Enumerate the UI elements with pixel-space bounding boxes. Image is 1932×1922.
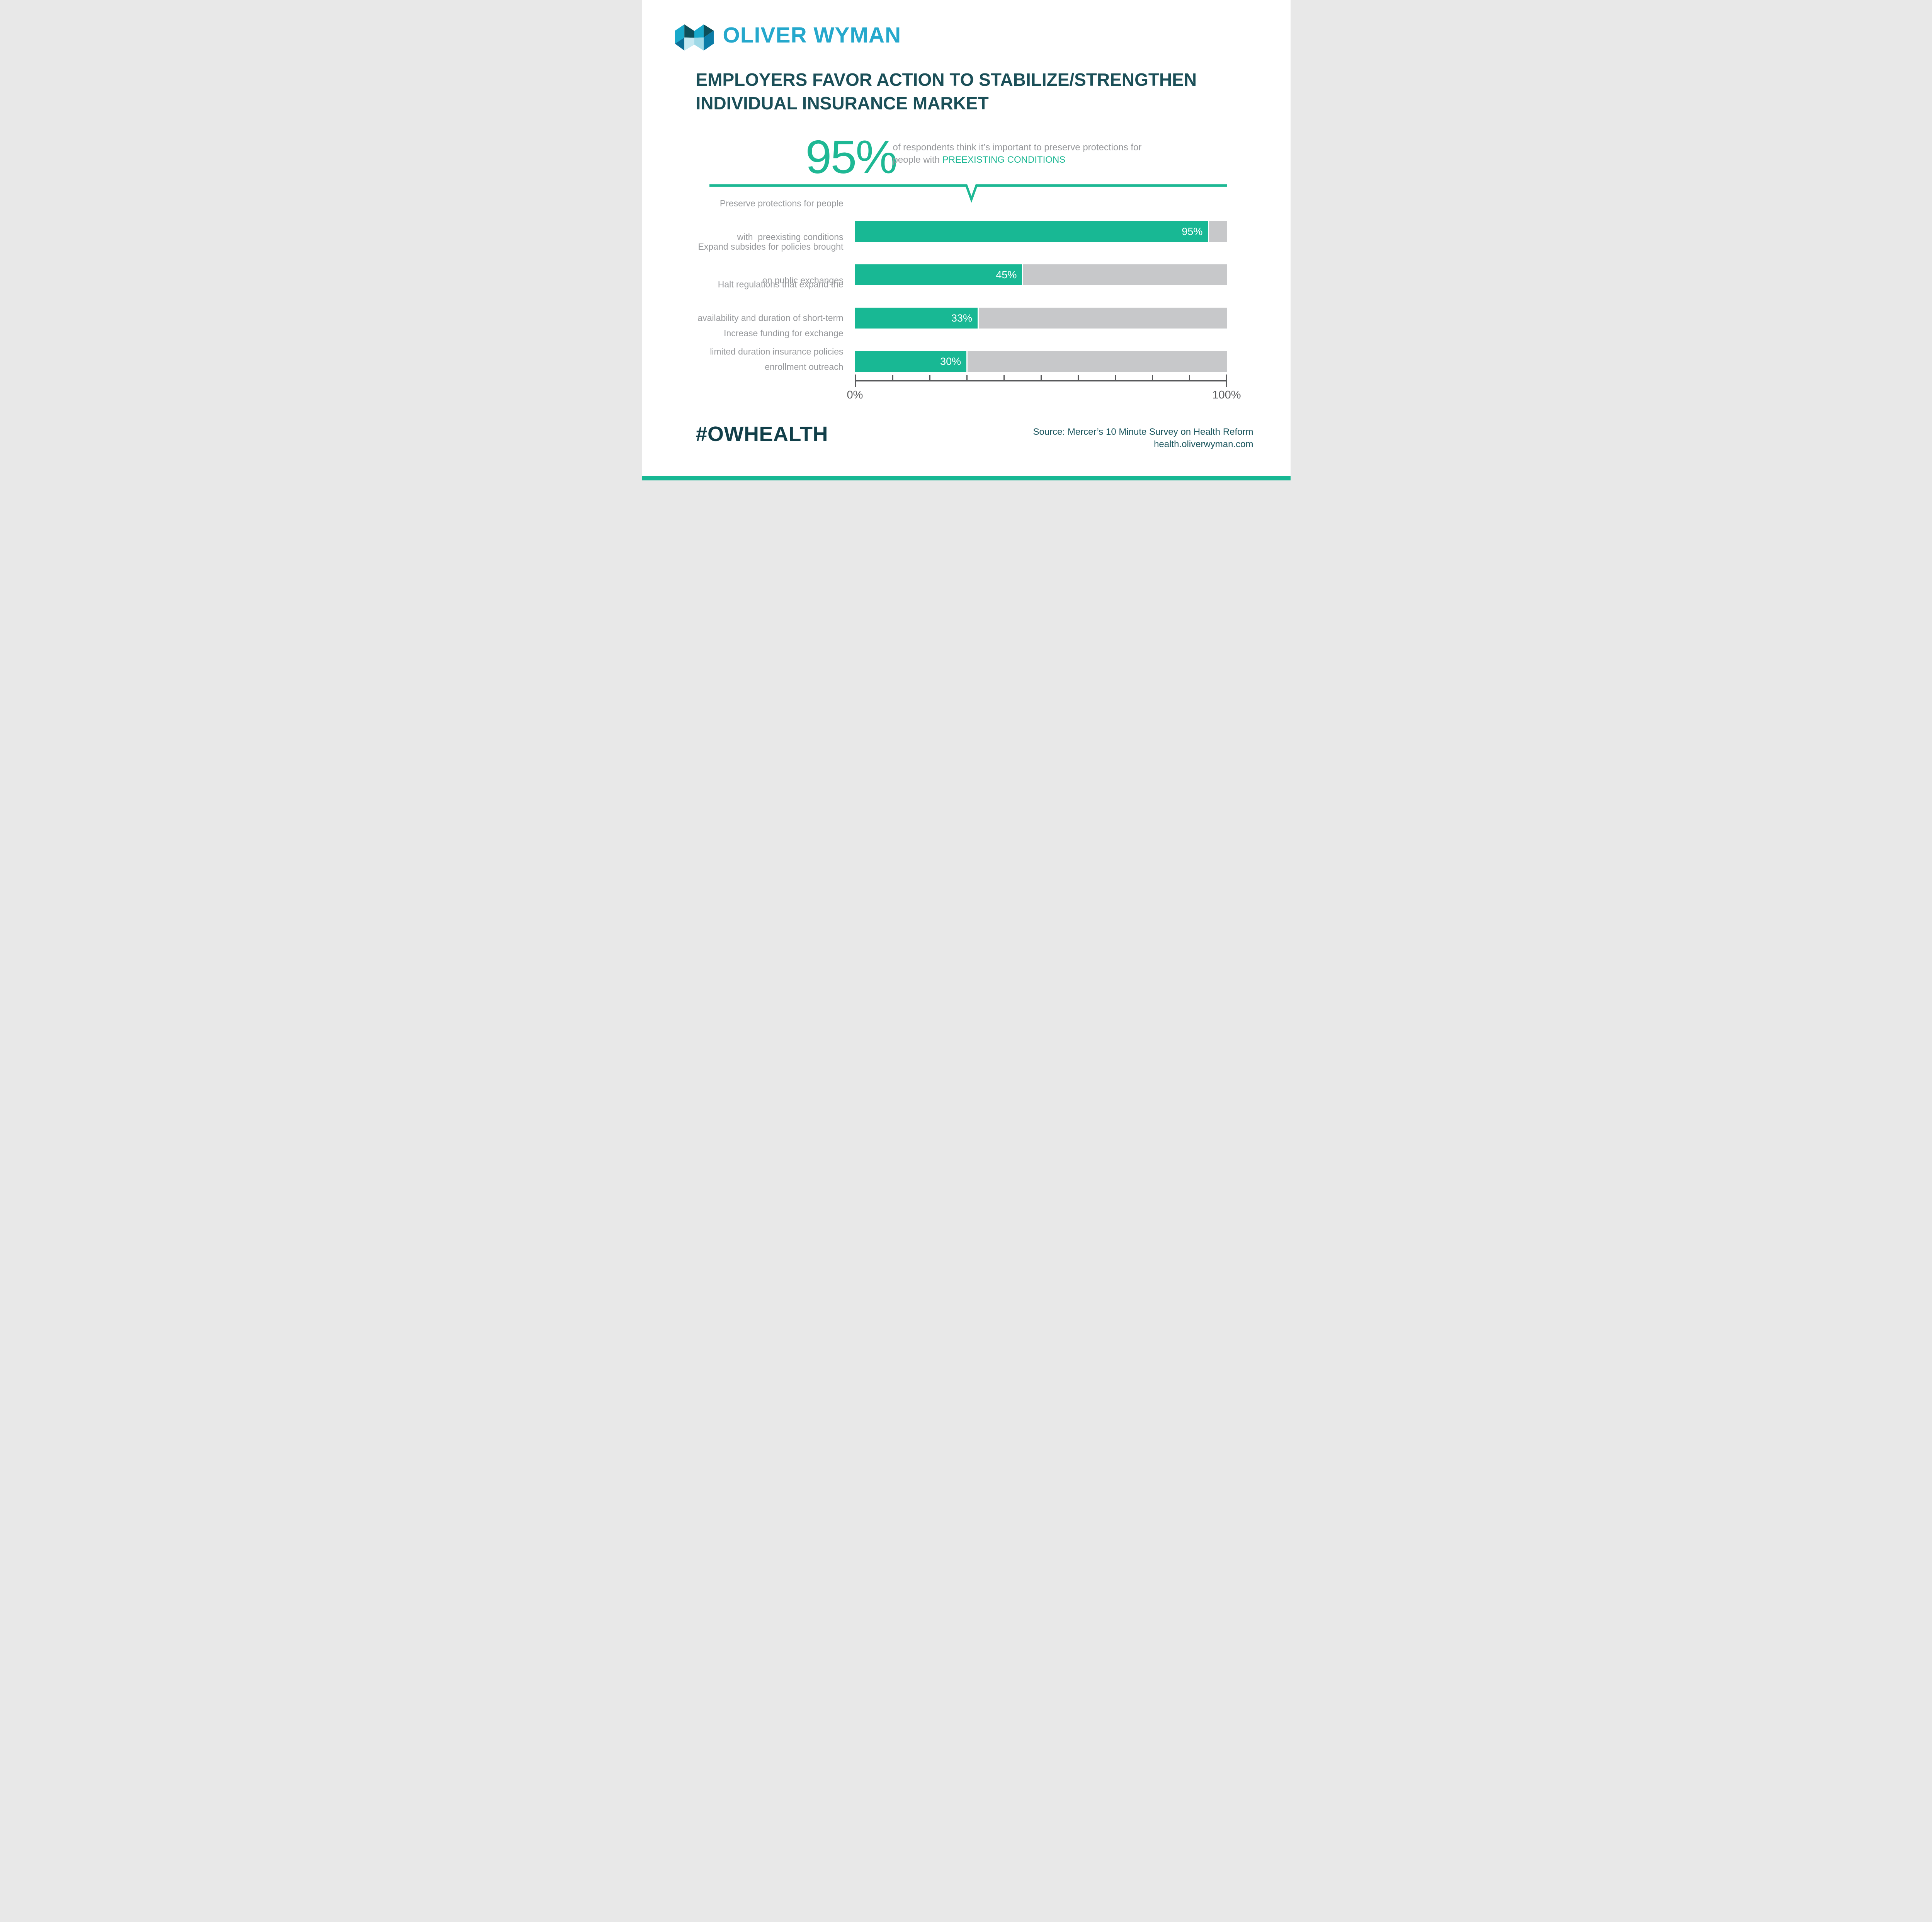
logo-wordmark: OLIVER WYMAN [723, 23, 901, 48]
bar-track: 30% [855, 351, 1227, 372]
x-axis-tick [929, 375, 930, 380]
bar-track: 45% [855, 264, 1227, 285]
category-label-line: with preexisting conditions [737, 232, 844, 242]
chart-row: Preserve protections for people with pre… [642, 198, 1291, 242]
page-title-line2: INDIVIDUAL INSURANCE MARKET [696, 93, 989, 113]
callout-text-line1: of respondents think it’s important to p… [893, 142, 1142, 153]
category-label: Increase funding for exchange enrollment… [724, 305, 843, 417]
category-label-line: Preserve protections for people [719, 198, 844, 208]
bar-fill: 95% [855, 221, 1208, 242]
bar-remainder [968, 351, 1227, 372]
category-label-line: limited duration insurance policies [710, 346, 844, 357]
chart-row: Expand subsides for policies brought on … [642, 242, 1291, 285]
bar-fill: 45% [855, 264, 1022, 285]
x-axis-label-start: 0% [847, 389, 863, 401]
bar-value-label: 95% [1182, 225, 1203, 237]
category-label-line: availability and duration of short-term [697, 313, 844, 323]
category-label-line: Expand subsides for policies brought [698, 242, 844, 252]
x-axis-tick [1040, 375, 1042, 380]
callout-text: of respondents think it’s important to p… [893, 141, 1142, 166]
x-axis-line [855, 380, 1227, 381]
x-axis-tick [1226, 375, 1227, 387]
source-line1: Source: Mercer’s 10 Minute Survey on Hea… [1033, 427, 1253, 437]
category-label-line: Halt regulations that expand the [718, 279, 844, 289]
x-axis-tick [1077, 375, 1079, 380]
x-axis-tick [1151, 375, 1153, 380]
divider-pointer-line [709, 184, 1227, 203]
oliver-wyman-logo-icon [675, 24, 714, 51]
x-axis-tick [855, 375, 856, 387]
x-axis-tick [1114, 375, 1116, 380]
bar-gap [1022, 264, 1024, 285]
bar-value-label: 45% [996, 269, 1017, 281]
callout-text-line2-prefix: people with [893, 155, 942, 165]
x-axis-tick [1003, 375, 1005, 380]
bar-value-label: 30% [940, 355, 961, 367]
bar-remainder [1023, 264, 1227, 285]
page-title: EMPLOYERS FAVOR ACTION TO STABILIZE/STRE… [696, 68, 1197, 115]
bottom-accent-bar [641, 476, 1291, 480]
chart-row: Halt regulations that expand the availab… [642, 279, 1291, 357]
bar-fill: 30% [855, 351, 967, 372]
source-note: Source: Mercer’s 10 Minute Survey on Hea… [1033, 426, 1253, 451]
source-line2: health.oliverwyman.com [1154, 439, 1253, 449]
x-axis-tick [892, 375, 893, 380]
chart-row: Increase funding for exchange enrollment… [642, 328, 1291, 372]
x-axis-label-end: 100% [1212, 389, 1241, 401]
bar-gap [966, 351, 968, 372]
x-axis [855, 373, 1227, 389]
category-label-line: enrollment outreach [765, 362, 844, 372]
category-label-line: on public exchanges [762, 275, 844, 285]
category-label-line: Increase funding for exchange [724, 328, 844, 338]
callout-stat: 95% [805, 131, 898, 183]
page-title-line1: EMPLOYERS FAVOR ACTION TO STABILIZE/STRE… [696, 70, 1197, 90]
bar-remainder [1209, 221, 1227, 242]
category-label: Halt regulations that expand the availab… [697, 257, 843, 380]
category-label: Expand subsides for policies brought on … [698, 219, 844, 331]
bar-track: 33% [855, 308, 1227, 329]
hashtag: #OWHEALTH [696, 422, 828, 446]
bar-track: 95% [855, 221, 1227, 242]
x-axis-tick [966, 375, 968, 380]
category-label: Preserve protections for people with pre… [720, 175, 844, 288]
bar-gap [977, 308, 979, 329]
x-axis-tick [1189, 375, 1190, 380]
bar-value-label: 33% [951, 312, 972, 324]
bar-remainder [978, 308, 1227, 329]
callout-highlight: PREEXISTING CONDITIONS [942, 155, 1066, 165]
infographic-page: OLIVER WYMAN EMPLOYERS FAVOR ACTION TO S… [641, 0, 1291, 480]
callout-text-line2: people with PREEXISTING CONDITIONS [893, 154, 1142, 166]
bar-fill: 33% [855, 308, 978, 329]
bar-gap [1208, 221, 1209, 242]
